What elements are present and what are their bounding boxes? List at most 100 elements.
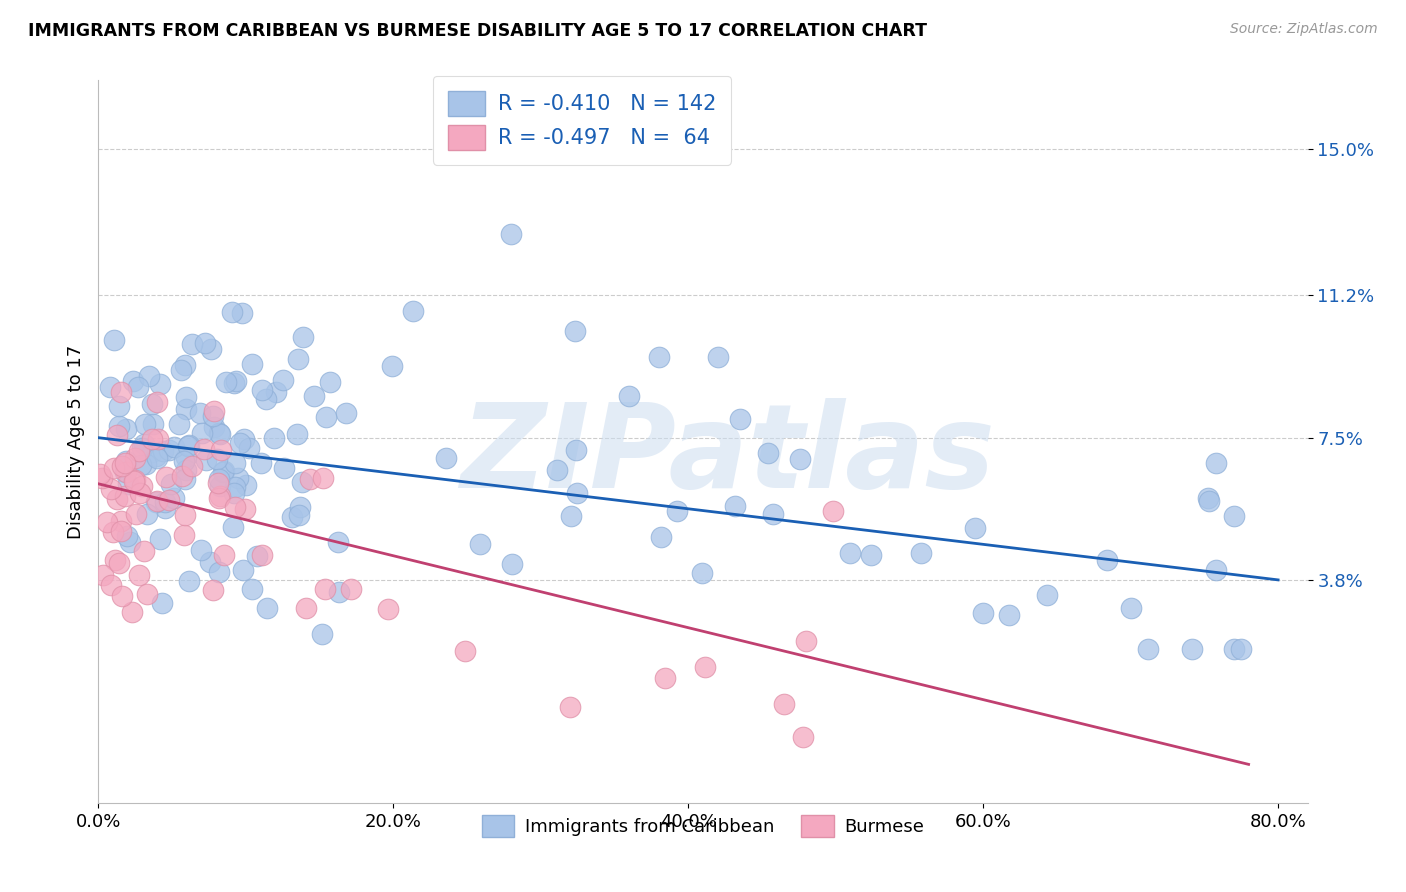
Point <box>326 535 349 549</box>
Point <box>198 555 221 569</box>
Point <box>454 644 477 658</box>
Point <box>141 397 163 411</box>
Point <box>665 504 688 518</box>
Point <box>107 400 129 414</box>
Point <box>211 465 233 479</box>
Point <box>997 607 1019 622</box>
Point <box>207 452 229 467</box>
Point <box>163 440 186 454</box>
Point <box>149 377 172 392</box>
Point <box>153 501 176 516</box>
Point <box>207 476 229 491</box>
Point <box>202 582 225 597</box>
Point <box>209 479 232 493</box>
Text: IMMIGRANTS FROM CARIBBEAN VS BURMESE DISABILITY AGE 5 TO 17 CORRELATION CHART: IMMIGRANTS FROM CARIBBEAN VS BURMESE DIS… <box>28 22 927 40</box>
Point <box>211 443 233 458</box>
Point <box>501 557 523 571</box>
Point <box>155 470 177 484</box>
Point <box>312 471 335 485</box>
Point <box>250 384 273 398</box>
Point <box>134 417 156 432</box>
Point <box>1136 642 1159 657</box>
Point <box>141 445 163 459</box>
Point <box>304 389 326 403</box>
Point <box>564 324 586 338</box>
Point <box>179 574 201 588</box>
Point <box>145 495 167 509</box>
Point <box>1036 588 1059 602</box>
Point <box>174 450 197 465</box>
Point <box>264 384 287 399</box>
Point <box>111 459 134 474</box>
Point <box>170 468 193 483</box>
Point <box>340 582 363 596</box>
Point <box>132 437 155 451</box>
Point <box>105 428 128 442</box>
Point <box>693 660 716 674</box>
Point <box>299 472 322 486</box>
Point <box>131 441 153 455</box>
Point <box>756 446 779 460</box>
Point <box>314 582 336 596</box>
Point <box>110 384 132 399</box>
Point <box>136 587 159 601</box>
Point <box>724 499 747 513</box>
Point <box>129 458 152 472</box>
Point <box>150 596 173 610</box>
Point <box>273 460 295 475</box>
Point <box>114 489 136 503</box>
Point <box>134 544 156 558</box>
Point <box>141 417 163 431</box>
Point <box>193 442 215 457</box>
Point <box>127 380 149 394</box>
Point <box>285 426 308 441</box>
Point <box>762 507 785 521</box>
Point <box>169 417 191 431</box>
Point <box>232 563 254 577</box>
Point <box>377 602 399 616</box>
Point <box>838 546 860 560</box>
Point <box>114 454 136 468</box>
Point <box>177 437 200 451</box>
Point <box>157 492 180 507</box>
Point <box>228 471 250 485</box>
Point <box>564 442 586 457</box>
Point <box>1181 642 1204 657</box>
Point <box>115 529 138 543</box>
Point <box>402 304 425 318</box>
Point <box>1222 508 1244 523</box>
Point <box>191 426 214 441</box>
Point <box>546 463 568 477</box>
Point <box>650 530 672 544</box>
Point <box>1197 491 1219 506</box>
Point <box>263 431 285 445</box>
Point <box>225 374 247 388</box>
Point <box>177 439 200 453</box>
Point <box>174 463 197 477</box>
Point <box>173 358 195 372</box>
Point <box>501 227 523 241</box>
Point <box>129 486 152 500</box>
Point <box>91 567 114 582</box>
Point <box>292 329 315 343</box>
Point <box>170 363 193 377</box>
Text: ZIPatlas: ZIPatlas <box>460 399 994 514</box>
Point <box>122 374 145 388</box>
Point <box>250 456 273 470</box>
Point <box>238 441 260 455</box>
Point <box>180 459 202 474</box>
Point <box>146 450 169 465</box>
Point <box>152 443 174 458</box>
Point <box>271 373 294 387</box>
Point <box>222 520 245 534</box>
Point <box>96 515 118 529</box>
Point <box>288 500 311 515</box>
Point <box>235 502 257 516</box>
Point <box>1205 456 1227 470</box>
Point <box>1198 494 1220 508</box>
Point <box>146 494 169 508</box>
Point <box>173 508 195 523</box>
Point <box>287 508 309 523</box>
Point <box>108 419 131 434</box>
Point <box>145 449 167 463</box>
